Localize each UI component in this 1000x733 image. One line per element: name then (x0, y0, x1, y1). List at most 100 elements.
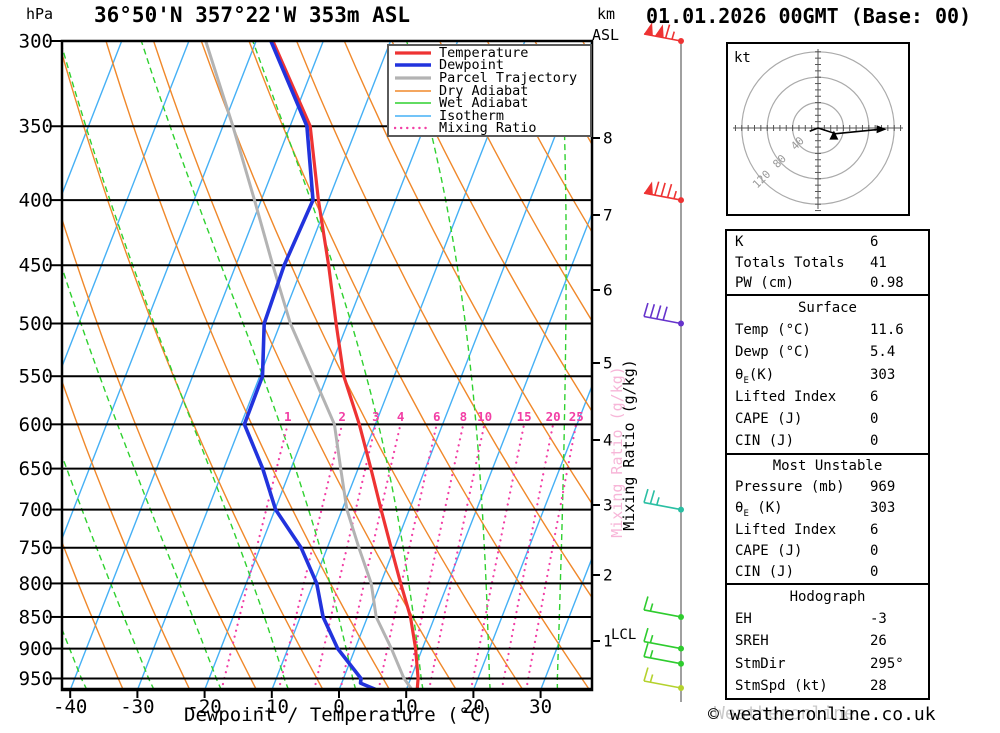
wet-adiabat-line (0, 32, 20, 690)
isotherm-line (69, 41, 324, 690)
km-tick-label: 7 (603, 206, 613, 225)
km-tick-label: 2 (603, 566, 613, 585)
table-row-label: StmDir (735, 655, 786, 672)
pressure-tick-label: 350 (19, 116, 53, 138)
mixing-ratio-value-label: 15 (517, 409, 532, 424)
wind-barb-half (649, 650, 654, 659)
wet-adiabat-line (252, 41, 424, 690)
pressure-tick-label: 900 (19, 638, 53, 660)
table-row-value: 303 (870, 366, 896, 383)
table-row-value: 0 (870, 410, 879, 427)
table-row: EH -3 (727, 609, 928, 629)
pressure-tick-label: 400 (19, 190, 53, 212)
pressure-tick-label: 650 (19, 458, 53, 480)
sounding-curves (204, 41, 420, 690)
km-tick-label: 1 (603, 632, 613, 651)
table-row-value: 303 (870, 500, 896, 517)
mixing-ratio-value-label: 20 (546, 409, 561, 424)
legend-label: Mixing Ratio (439, 120, 537, 137)
table-row-value: 28 (870, 677, 887, 694)
table-row-label: θE (K) (735, 500, 783, 520)
dry-adiabat-line (248, 41, 591, 690)
mixing-ratio-value-label: 8 (460, 409, 468, 424)
legend-item: Wet Adiabat (389, 95, 590, 112)
wet-adiabat-line (405, 41, 491, 690)
mixing-ratio-line (220, 423, 289, 690)
wet-adiabat-line (140, 41, 357, 690)
pressure-tick-label: 750 (19, 537, 53, 559)
isotherm-line (271, 41, 526, 690)
temp-tick-label: 0 (333, 696, 344, 718)
wind-barb-half (673, 190, 677, 199)
table-panel-surface: Surface Temp (°C) 11.6 Dewp (°C) 5.4 θE(K) 303… (725, 294, 930, 455)
dry-adiabat-line (438, 41, 592, 323)
wind-barb-pennant (644, 181, 653, 195)
pressure-tick-label: 800 (19, 573, 53, 595)
wind-barb (643, 627, 684, 652)
legend-item: Dewpoint (389, 59, 590, 72)
asl-axis-unit: ASL (592, 26, 620, 44)
table-row-label: SREH (735, 633, 769, 650)
legend-line-swatch (395, 51, 431, 55)
wind-barb (643, 643, 684, 667)
wind-barb-half (656, 497, 660, 506)
legend-line-swatch (395, 63, 431, 68)
table-row: θE (K) 303 (727, 498, 928, 520)
wind-barb (643, 488, 684, 513)
table-row: θE(K) 303 (727, 365, 928, 386)
isotherm-line (62, 41, 123, 197)
wind-barb-staff (643, 655, 682, 665)
table-row-label: EH (735, 611, 752, 628)
table-row: SREH 26 (727, 631, 928, 651)
table-panel-hodograph: Hodograph EH -3 SREH 26 StmDir 295° StmSpd (kt)… (725, 583, 930, 700)
table-row: CIN (J) 0 (727, 431, 928, 451)
wind-barb-full (662, 306, 668, 321)
pressure-axis-unit: hPa (26, 5, 54, 23)
temp-tick-label: 30 (529, 696, 552, 718)
legend-label: Temperature (439, 44, 529, 61)
table-row-label: CAPE (J) (735, 410, 803, 427)
table-row-value: 11.6 (870, 322, 904, 339)
parcel-trajectory-curve (204, 41, 414, 690)
wind-barb-pennant (654, 24, 664, 38)
temp-tick-label: -40 (53, 696, 87, 718)
wind-barb-staff (643, 315, 682, 325)
table-row-value: 6 (870, 388, 879, 405)
background-grid (0, 32, 592, 690)
wind-barb-full (643, 488, 649, 503)
legend-item: Dry Adiabat (389, 82, 590, 99)
legend-line-swatch (395, 76, 431, 80)
legend-label: Dry Adiabat (439, 82, 529, 99)
mixing-ratio-line (500, 423, 555, 690)
table-row-label: Totals Totals (735, 254, 845, 271)
table-row-label: θE(K) (735, 366, 775, 386)
legend-item: Parcel Trajectory (389, 69, 590, 86)
table-row: Lifted Index 6 (727, 387, 928, 407)
table-row-value: 6 (870, 521, 879, 538)
pressure-tick-label: 700 (19, 499, 53, 521)
isotherm-line (203, 41, 459, 690)
table-row-label: Temp (°C) (735, 322, 811, 339)
wind-barb-full (660, 182, 666, 197)
table-row-value: 41 (870, 254, 887, 271)
dry-adiabat-line (343, 41, 592, 505)
legend-label: Parcel Trajectory (439, 69, 578, 86)
wind-barb-full (643, 667, 649, 682)
dry-adiabat-line (200, 41, 524, 690)
wind-barb (643, 667, 684, 691)
temperature-axis-title: Dewpoint / Temperature (°C) (184, 704, 493, 726)
wind-barb-full (643, 643, 649, 657)
mixing-ratio-line (339, 423, 402, 690)
km-axis-unit: km (597, 5, 616, 23)
mixing-ratio-line (427, 423, 486, 690)
legend-line-swatch (395, 114, 431, 117)
wind-barb-pennant (644, 22, 653, 36)
wind-barb (643, 22, 684, 44)
wind-barb-half (671, 31, 676, 40)
mixing-ratio-value-label: 10 (477, 409, 492, 424)
legend-label: Wet Adiabat (439, 95, 529, 112)
wind-barb-full (654, 181, 660, 196)
